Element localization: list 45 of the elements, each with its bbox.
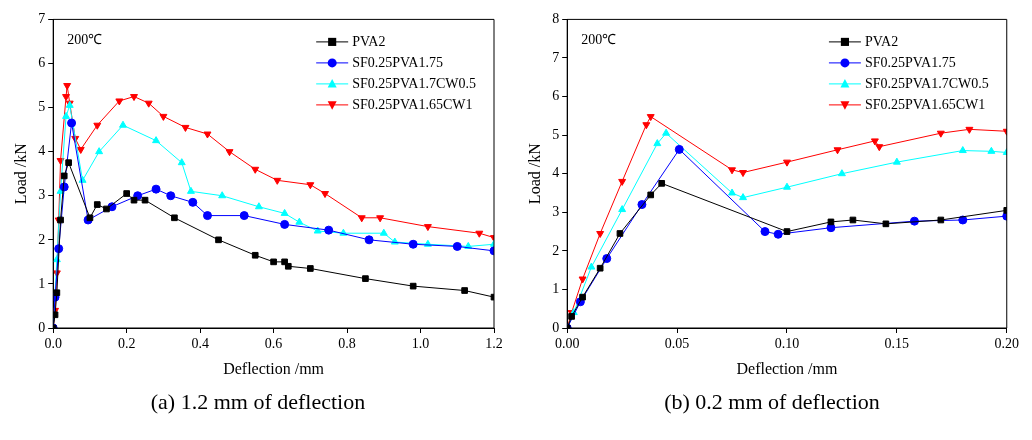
x-tick-label: 1.2 — [485, 336, 503, 352]
legend-label: SF0.25PVA1.65CW1 — [352, 96, 473, 112]
x-tick-label: 0.6 — [264, 336, 283, 352]
annotation: 200℃ — [67, 32, 103, 48]
x-axis-title: Deflection /mm — [223, 359, 325, 377]
x-axis-title: Deflection /mm — [736, 359, 838, 377]
y-tick-label: 6 — [38, 55, 46, 71]
y-tick-label: 5 — [552, 126, 560, 142]
text: (a) 1.2 mm of deflection — [150, 389, 366, 415]
text: (b) 0.2 mm of deflection — [664, 389, 880, 415]
legend-label: SF0.25PVA1.75 — [352, 54, 443, 70]
y-tick-label: 6 — [552, 88, 560, 104]
y-tick-label: 3 — [552, 203, 560, 219]
x-tick-label: 0.0 — [44, 336, 62, 352]
y-tick-label: 0 — [38, 319, 46, 335]
y-tick-label: 2 — [38, 231, 46, 247]
annotation: 200℃ — [581, 32, 617, 48]
legend-label: SF0.25PVA1.7CW0.5 — [352, 75, 476, 91]
y-tick-label: 0 — [552, 319, 560, 335]
x-tick-label: 0.4 — [191, 336, 209, 352]
x-tick-label: 0.00 — [554, 336, 580, 352]
x-tick-label: 0.15 — [884, 336, 910, 352]
legend-label: PVA2 — [352, 33, 386, 49]
y-tick-label: 7 — [552, 49, 560, 65]
legend-label: PVA2 — [864, 33, 899, 49]
y-tick-label: 4 — [552, 165, 560, 181]
x-tick-label: 0.2 — [117, 336, 136, 352]
y-tick-label: 3 — [38, 187, 46, 203]
y-tick-label: 1 — [38, 275, 46, 291]
x-tick-label: 0.05 — [664, 336, 690, 352]
legend-label: SF0.25PVA1.7CW0.5 — [864, 75, 989, 91]
y-tick-label: 7 — [38, 11, 46, 27]
y-tick-label: 1 — [552, 281, 560, 297]
legend-label: SF0.25PVA1.65CW1 — [864, 96, 986, 112]
y-tick-label: 4 — [38, 143, 46, 159]
y-axis-title: Load /kN — [525, 142, 543, 205]
x-tick-label: 0.20 — [994, 336, 1019, 352]
y-tick-label: 2 — [552, 242, 560, 258]
y-axis-title: Load /kN — [11, 142, 29, 205]
y-tick-label: 5 — [38, 99, 46, 115]
x-tick-label: 0.10 — [774, 336, 800, 352]
x-tick-label: 0.8 — [338, 336, 356, 352]
y-tick-label: 8 — [552, 11, 560, 27]
x-tick-label: 1.0 — [411, 336, 430, 352]
legend-label: SF0.25PVA1.75 — [864, 54, 956, 70]
